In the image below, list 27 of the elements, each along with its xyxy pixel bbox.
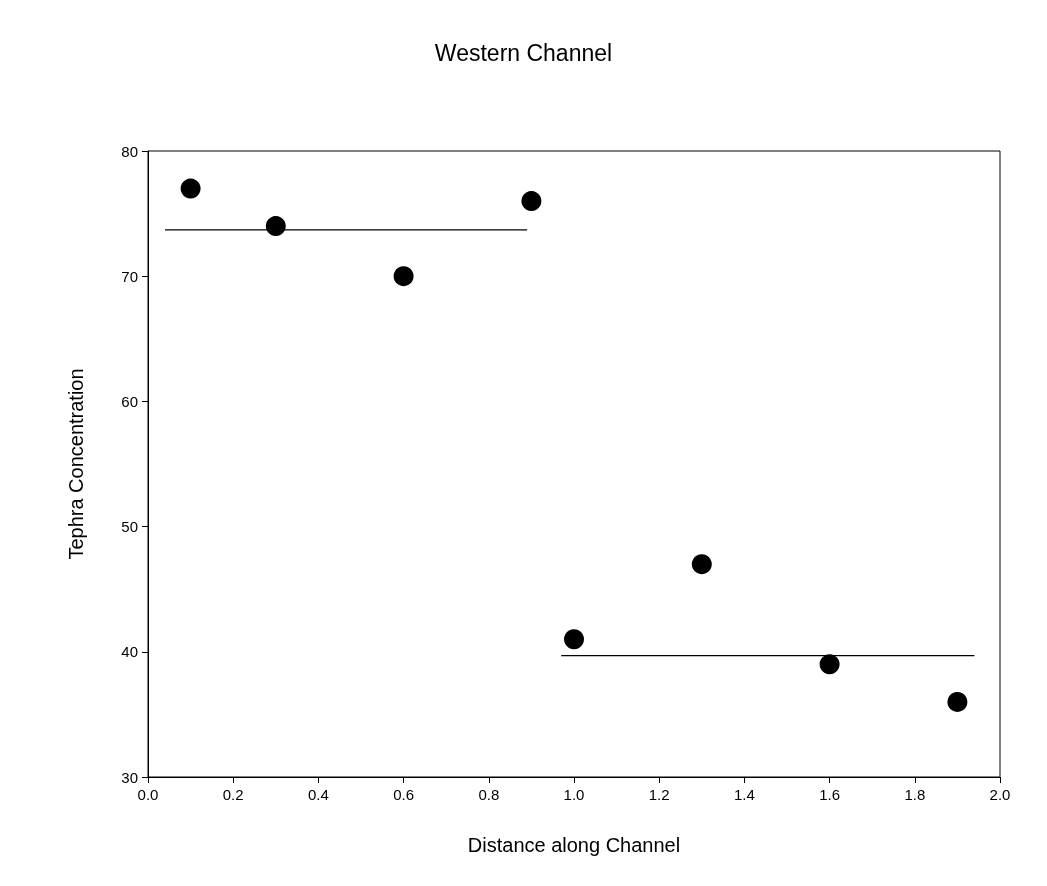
x-tick-label: 2.0 (989, 786, 1011, 803)
y-tick-label: 60 (121, 392, 138, 410)
point (564, 629, 584, 650)
point (819, 654, 840, 675)
y-axis-title: Tephra Concentration (65, 368, 87, 560)
x-tick-label: 0.6 (393, 786, 415, 803)
x-tick-label: 1.6 (819, 786, 841, 803)
y-tick-label: 30 (121, 768, 138, 786)
x-tick-label: 1.4 (733, 786, 755, 803)
point (947, 691, 968, 712)
x-tick-label: 1.2 (648, 786, 670, 803)
y-tick-label: 80 (121, 142, 138, 160)
point (393, 266, 414, 287)
x-axis-title: Distance along Channel (467, 834, 681, 856)
point (691, 554, 712, 575)
y-tick-label: 50 (121, 518, 138, 536)
x-tick-label: 0.0 (137, 786, 159, 803)
x-tick-label: 1.8 (904, 786, 926, 803)
chart-title: Western Channel (434, 39, 613, 66)
point (521, 191, 542, 212)
point (180, 178, 201, 199)
y-tick-label: 70 (121, 267, 138, 285)
x-tick-label: 1.0 (563, 786, 585, 803)
y-tick-label: 40 (121, 643, 138, 661)
x-tick-label: 0.4 (307, 786, 329, 803)
x-tick-label: 0.8 (478, 786, 500, 803)
x-tick-label: 0.2 (222, 786, 244, 803)
